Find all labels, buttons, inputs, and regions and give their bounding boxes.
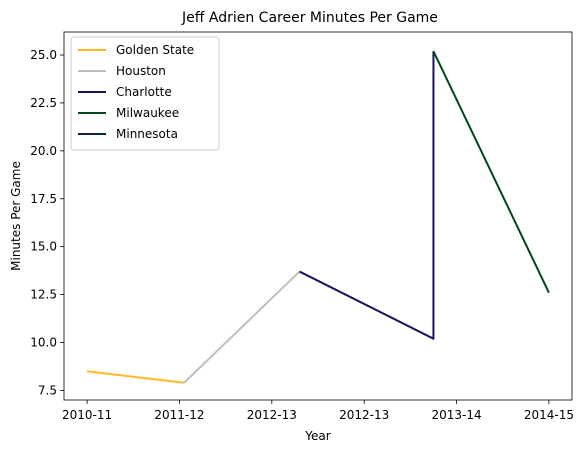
y-tick-label: 7.5 — [38, 383, 57, 397]
x-tick-label: 2013-14 — [431, 408, 481, 422]
y-tick-label: 22.5 — [30, 96, 57, 110]
y-tick-label: 17.5 — [30, 192, 57, 206]
legend-entry: Charlotte — [116, 85, 172, 99]
legend-entry: Houston — [116, 64, 166, 78]
legend-box — [70, 36, 220, 151]
plot-frame — [63, 31, 573, 401]
chart-title: Jeff Adrien Career Minutes Per Game — [181, 10, 438, 26]
x-tick-label: 2012-13 — [339, 408, 389, 422]
legend-entry: Milwaukee — [116, 106, 179, 120]
series-line-milwaukee — [432, 50, 550, 294]
y-tick-label: 10.0 — [30, 336, 57, 350]
x-tick-label: 2010-11 — [62, 408, 112, 422]
x-tick-label: 2011-12 — [154, 408, 204, 422]
x-tick-label: 2012-13 — [247, 408, 297, 422]
y-tick-label: 12.5 — [30, 288, 57, 302]
x-axis-label: Year — [304, 429, 330, 443]
y-axis-label: Minutes Per Game — [9, 161, 23, 271]
legend: Golden State Houston Charlotte Milwaukee Min… — [70, 36, 220, 151]
y-tick-label: 20.0 — [30, 144, 57, 158]
legend-entry: Golden State — [116, 43, 194, 57]
series-line-houston — [183, 270, 301, 384]
y-tick-label: 15.0 — [30, 240, 57, 254]
y-axis: 7.5 10.0 12.5 15.0 17.5 20.0 22.5 25.0 — [30, 48, 64, 397]
series-line-charlotte — [299, 51, 435, 340]
legend-entry: Minnesota — [116, 127, 178, 141]
x-axis: 2010-11 2011-12 2012-13 2012-13 2013-14 2014-… — [62, 400, 574, 422]
series-line-golden-state — [86, 370, 185, 384]
x-tick-label: 2014-15 — [524, 408, 574, 422]
y-tick-label: 25.0 — [30, 48, 57, 62]
plot-area — [86, 50, 550, 384]
